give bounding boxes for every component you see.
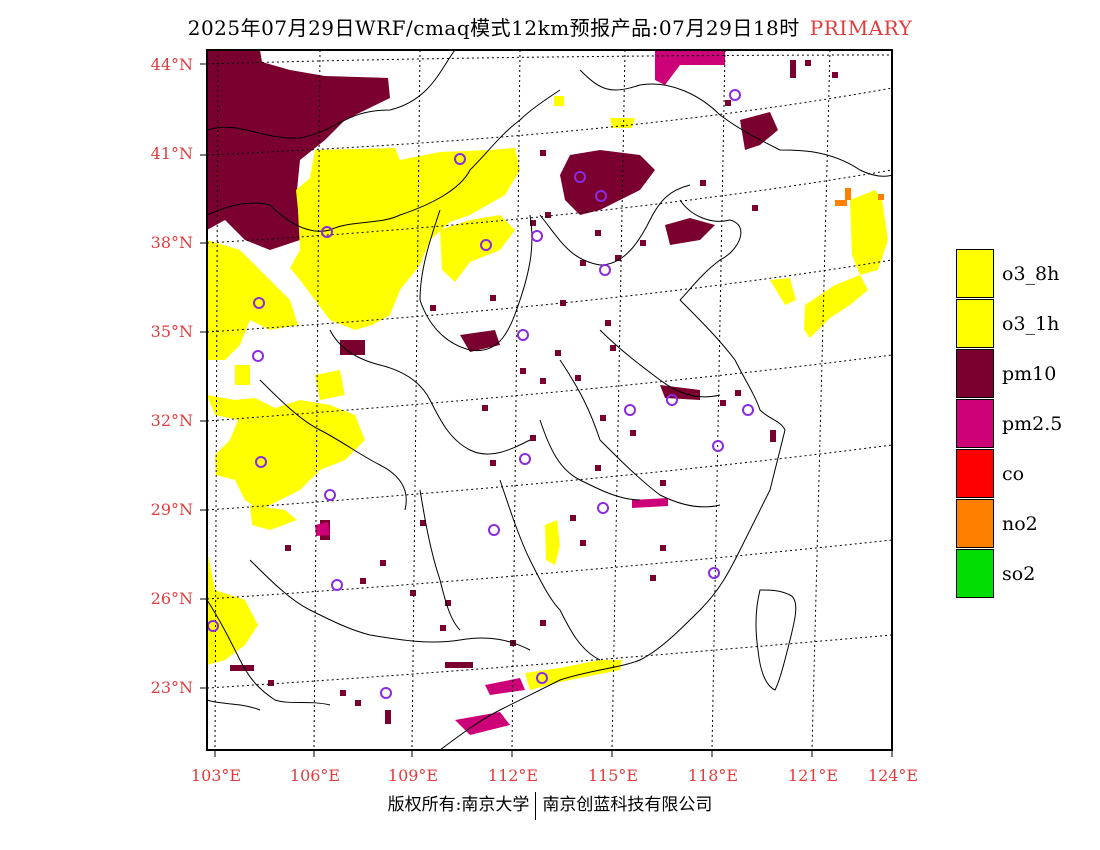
pm10-field-beijing (320, 112, 778, 540)
legend-label: o3_8h (1002, 263, 1060, 285)
map-frame (206, 49, 893, 751)
lon-label-121e: 121°E (787, 766, 839, 785)
lon-label-103e: 103°E (190, 766, 242, 785)
scattered-pm10-cells (230, 60, 838, 724)
legend-swatch (956, 299, 994, 348)
footer-separator (535, 791, 537, 820)
legend-item-so2: so2 (956, 549, 1096, 599)
lon-label-106e: 106°E (289, 766, 341, 785)
lon-label-112e: 112°E (487, 766, 539, 785)
lat-label-23n: 23°N (150, 678, 193, 697)
footer-left-text: 版权所有:南京大学 (387, 795, 530, 815)
legend-label: pm10 (1002, 363, 1057, 385)
legend-label: co (1002, 463, 1025, 485)
legend-item-o3-1h: o3_1h (956, 299, 1096, 349)
legend-label: pm2.5 (1002, 413, 1063, 435)
no2-cells (835, 188, 884, 206)
lon-label-115e: 115°E (587, 766, 639, 785)
lat-label-29n: 29°N (150, 500, 193, 519)
legend-swatch (956, 399, 994, 448)
lat-label-32n: 32°N (150, 411, 193, 430)
lat-label-26n: 26°N (150, 589, 193, 608)
map-title: 2025年07月29日WRF/cmaq模式12km预报产品:07月29日18时 P… (0, 12, 1100, 41)
lon-label-118e: 118°E (687, 766, 739, 785)
graticule (207, 50, 892, 750)
tick-marks (200, 63, 893, 757)
legend-swatch (956, 349, 994, 398)
legend-item-pm10: pm10 (956, 349, 1096, 399)
legend-item-no2: no2 (956, 499, 1096, 549)
legend-item-o3-8h: o3_8h (956, 249, 1096, 299)
lat-label-44n: 44°N (150, 55, 193, 74)
legend-item-co: co (956, 449, 1096, 499)
legend-swatch (956, 549, 994, 598)
legend-swatch (956, 249, 994, 298)
pollutant-legend: o3_8h o3_1h pm10 pm2.5 co no2 so2 (956, 249, 1096, 599)
boundaries (207, 50, 892, 750)
title-text: 2025年07月29日WRF/cmaq模式12km预报产品:07月29日18时 (187, 16, 800, 40)
lat-label-41n: 41°N (150, 144, 193, 163)
copyright-footer: 版权所有:南京大学 南京创蓝科技有限公司 (0, 790, 1100, 820)
o3-field-north (207, 96, 888, 690)
title-tag: PRIMARY (809, 16, 913, 40)
footer-right-text: 南京创蓝科技有限公司 (542, 795, 713, 815)
legend-label: no2 (1002, 513, 1038, 535)
lon-label-109e: 109°E (387, 766, 439, 785)
legend-item-pm25: pm2.5 (956, 399, 1096, 449)
legend-label: so2 (1002, 563, 1036, 585)
legend-swatch (956, 499, 994, 548)
legend-label: o3_1h (1002, 313, 1060, 335)
lat-label-38n: 38°N (150, 233, 193, 252)
legend-swatch (956, 449, 994, 498)
lat-label-35n: 35°N (150, 322, 193, 341)
lon-label-124e: 124°E (867, 766, 919, 785)
